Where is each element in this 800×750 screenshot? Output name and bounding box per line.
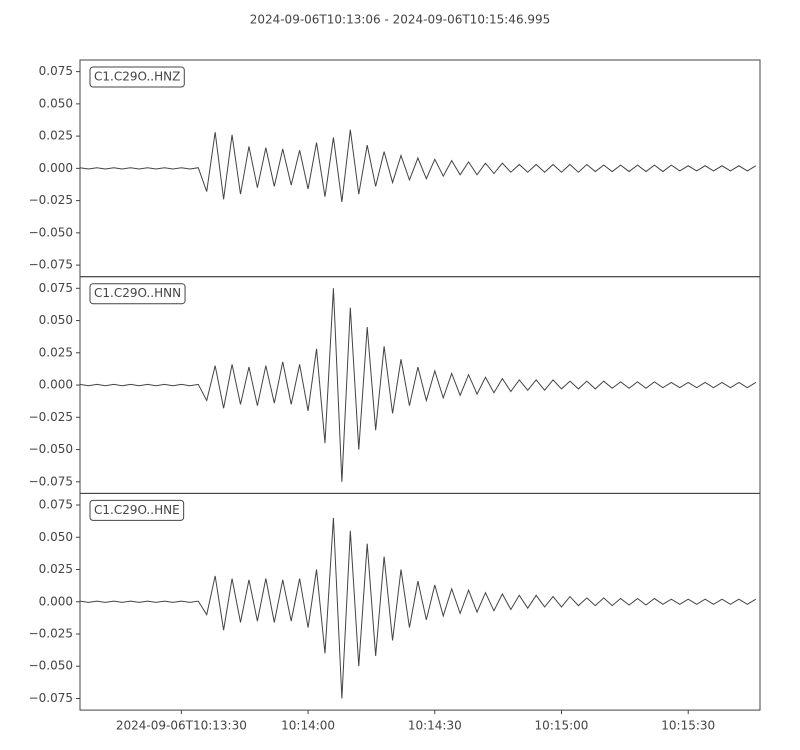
y-tick-label: 0.050 bbox=[39, 313, 73, 327]
waveform bbox=[79, 288, 757, 482]
x-tick-label: 10:14:30 bbox=[408, 719, 462, 733]
y-tick-label: −0.025 bbox=[29, 410, 73, 424]
chart-title: 2024-09-06T10:13:06 - 2024-09-06T10:15:4… bbox=[250, 13, 551, 27]
y-tick-label: −0.050 bbox=[29, 225, 73, 239]
y-tick-label: 0.025 bbox=[39, 345, 73, 359]
y-tick-label: −0.050 bbox=[29, 659, 73, 673]
x-tick-label: 10:15:00 bbox=[535, 719, 589, 733]
y-tick-label: 0.025 bbox=[39, 562, 73, 576]
trace-label: C1.C29O..HNN bbox=[94, 286, 181, 300]
y-tick-label: −0.025 bbox=[29, 193, 73, 207]
trace-label-box bbox=[89, 283, 186, 305]
x-tick-label: 10:15:30 bbox=[661, 719, 715, 733]
y-tick-label: −0.075 bbox=[29, 691, 73, 705]
panel-frame bbox=[79, 492, 761, 711]
y-tick-label: 0.050 bbox=[39, 96, 73, 110]
y-tick-label: 0.075 bbox=[39, 64, 73, 78]
panel-frame bbox=[79, 276, 761, 494]
trace-label-box bbox=[89, 66, 185, 88]
y-tick-label: −0.075 bbox=[29, 258, 73, 272]
y-tick-label: 0.075 bbox=[39, 281, 73, 295]
x-tick-label: 10:14:00 bbox=[281, 719, 335, 733]
y-tick-label: 0.000 bbox=[39, 378, 73, 392]
trace-label-box bbox=[89, 499, 185, 521]
y-tick-label: 0.050 bbox=[39, 530, 73, 544]
y-tick-label: 0.075 bbox=[39, 498, 73, 512]
trace-label: C1.C29O..HNZ bbox=[94, 70, 180, 84]
y-tick-label: 0.000 bbox=[39, 594, 73, 608]
trace-label: C1.C29O..HNE bbox=[94, 503, 180, 517]
x-tick-label: 2024-09-06T10:13:30 bbox=[116, 719, 247, 733]
y-tick-label: −0.025 bbox=[29, 626, 73, 640]
y-tick-label: −0.050 bbox=[29, 442, 73, 456]
y-tick-label: 0.025 bbox=[39, 129, 73, 143]
y-tick-label: 0.000 bbox=[39, 161, 73, 175]
waveform bbox=[79, 517, 757, 699]
y-tick-label: −0.075 bbox=[29, 474, 73, 488]
waveform bbox=[79, 129, 757, 202]
